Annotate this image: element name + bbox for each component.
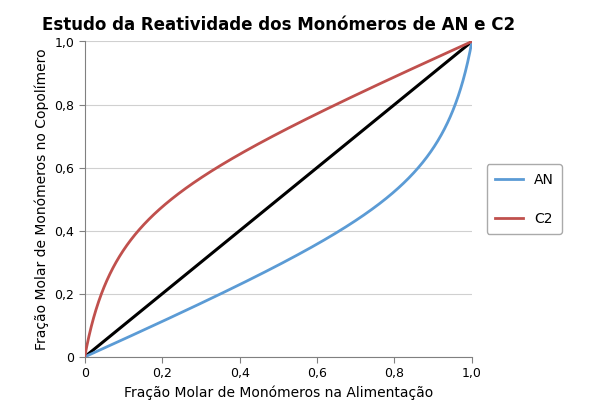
C2: [390, 75, 397, 80]
C2: [120, 247, 128, 251]
Legend: AN, C2: AN, C2: [486, 164, 562, 234]
AN: [383, 195, 390, 200]
C2: [383, 78, 390, 83]
Title: Estudo da Reatividade dos Monómeros de AN e C2: Estudo da Reatividade dos Monómeros de A…: [42, 16, 515, 34]
X-axis label: Fração Molar de Monómeros na Alimentação: Fração Molar de Monómeros na Alimentação: [123, 386, 433, 400]
AN: [238, 281, 245, 286]
AN: [120, 337, 128, 342]
AN: [468, 39, 476, 44]
C2: [81, 354, 88, 359]
AN: [252, 274, 259, 279]
AN: [347, 221, 354, 226]
C2: [347, 95, 354, 100]
C2: [252, 143, 259, 148]
C2: [468, 39, 476, 44]
Line: C2: C2: [85, 42, 472, 357]
C2: [238, 151, 245, 156]
AN: [390, 190, 397, 195]
Y-axis label: Fração Molar de Monómeros no Copolímero: Fração Molar de Monómeros no Copolímero: [34, 49, 49, 350]
AN: [81, 354, 88, 359]
Line: AN: AN: [85, 42, 472, 357]
